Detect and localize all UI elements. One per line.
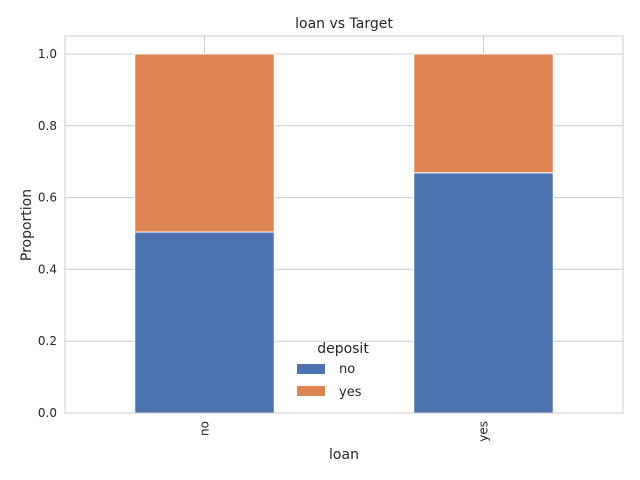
x-tick-label-yes: yes xyxy=(477,421,491,442)
legend-title: deposit xyxy=(317,341,369,357)
y-axis-label: Proportion xyxy=(19,189,35,261)
chart-title: loan vs Target xyxy=(295,16,393,32)
y-tick-label: 1.0 xyxy=(38,47,57,61)
y-tick-label: 0.4 xyxy=(38,262,57,276)
bars xyxy=(134,53,554,414)
y-tick-label: 0.0 xyxy=(38,406,57,420)
x-axis-label: loan xyxy=(329,447,359,463)
legend-label-yes: yes xyxy=(339,385,362,400)
legend-swatch-yes xyxy=(297,386,325,396)
bar-no-no xyxy=(134,231,275,414)
bar-no-yes xyxy=(134,53,275,233)
plot-frame xyxy=(64,35,624,414)
y-tick-label: 0.8 xyxy=(38,119,57,133)
y-tick-labels: 0.0 0.2 0.4 0.6 0.8 1.0 xyxy=(38,47,57,420)
bar-yes-yes xyxy=(413,53,554,174)
x-tick-label-no: no xyxy=(198,421,212,436)
legend-label-no: no xyxy=(339,362,355,377)
bar-yes-no xyxy=(413,172,554,414)
y-tick-label: 0.2 xyxy=(38,334,57,348)
x-tick-labels: no yes xyxy=(198,421,491,442)
legend-swatch-no xyxy=(297,364,325,374)
legend: deposit no yes xyxy=(297,341,369,400)
y-tick-label: 0.6 xyxy=(38,191,57,205)
